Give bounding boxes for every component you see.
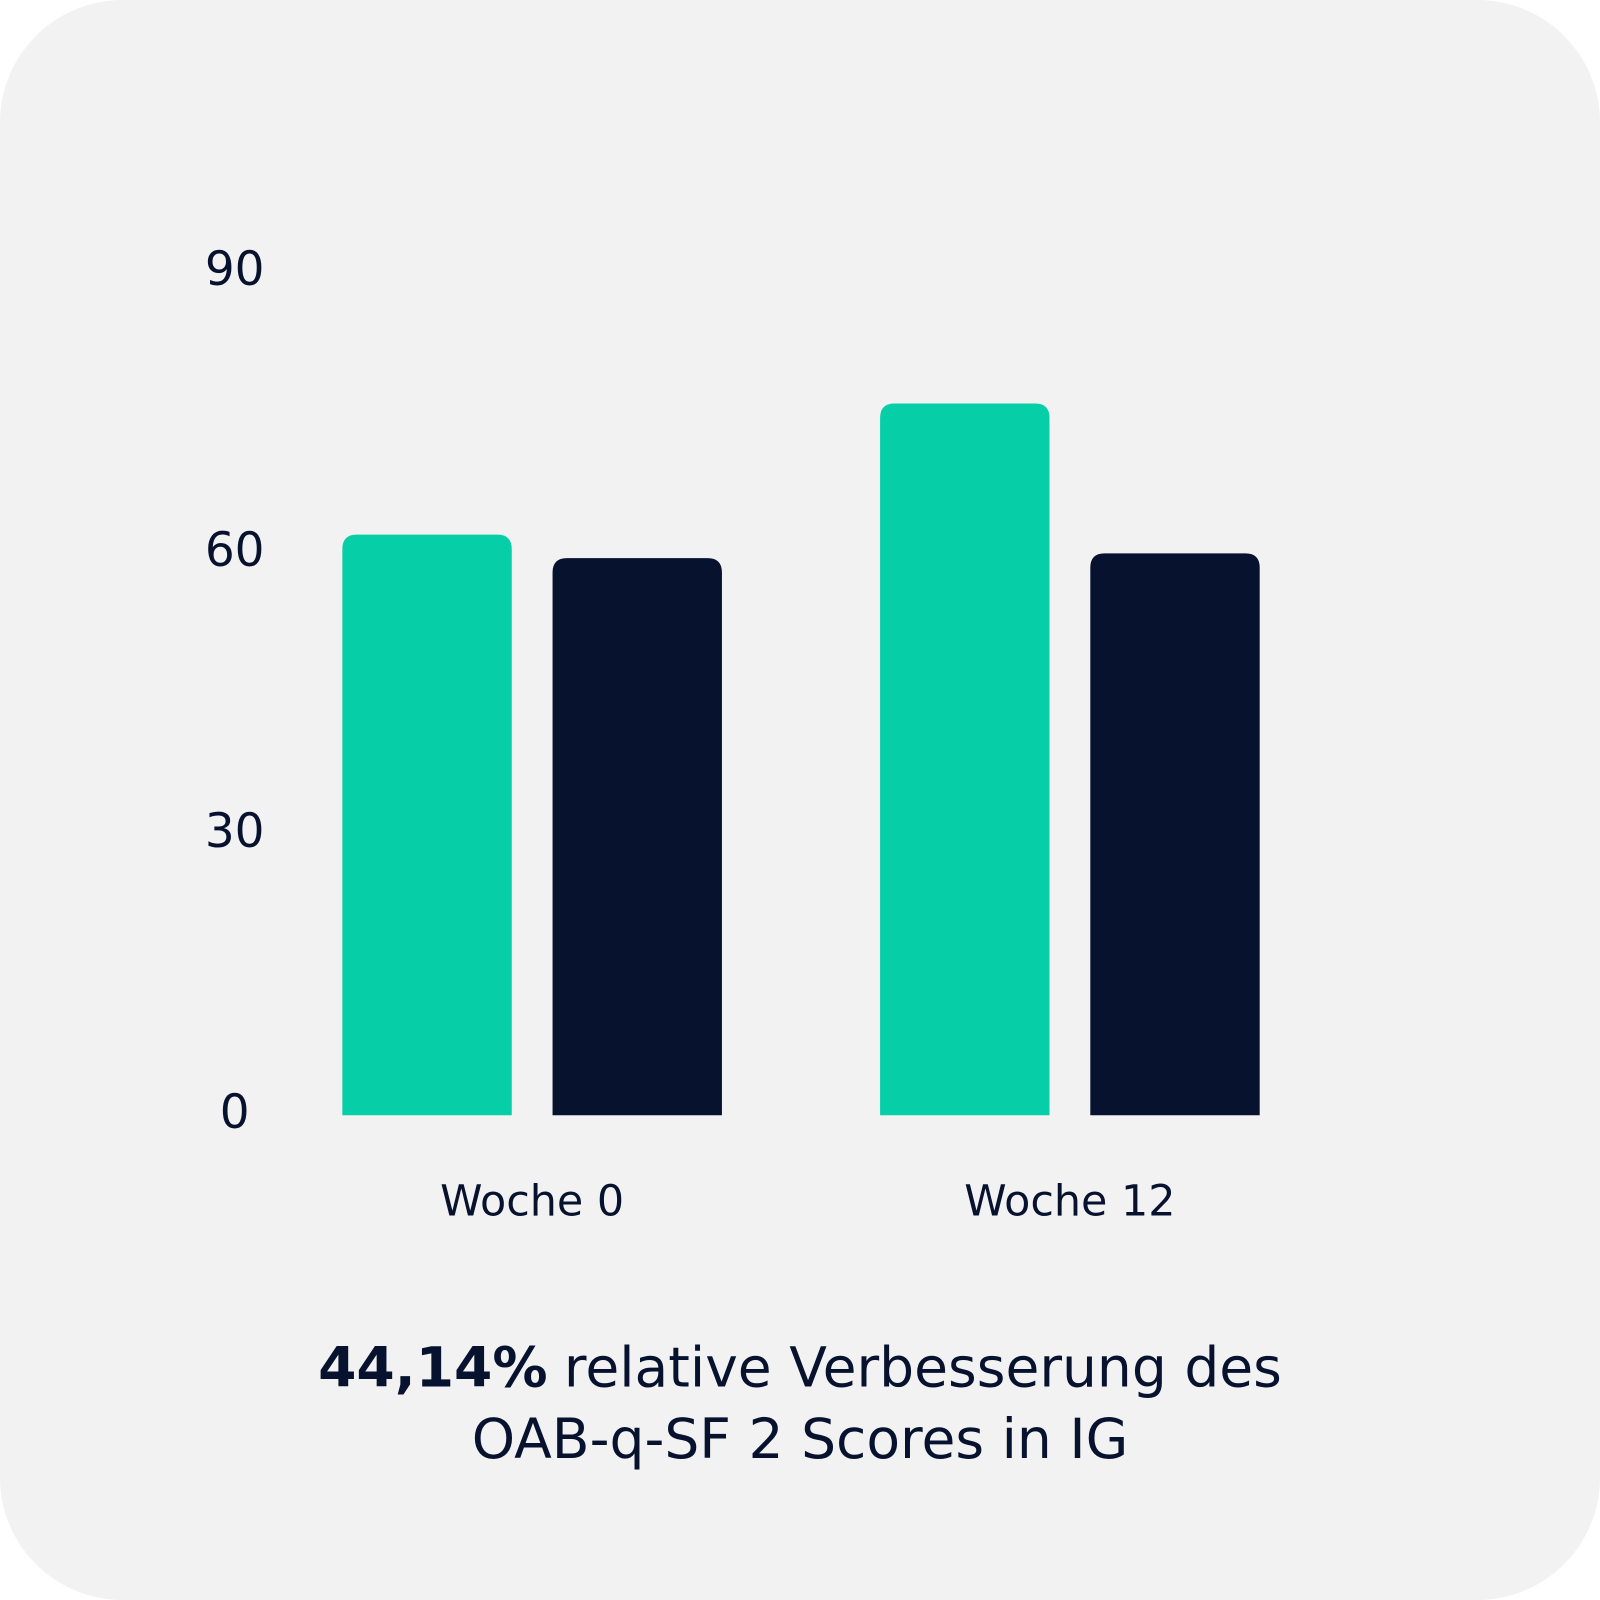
- y-tick-label: 60: [205, 523, 265, 578]
- caption-highlight: 44,14%: [318, 1336, 547, 1400]
- y-tick-label: 90: [205, 242, 265, 297]
- bar: [342, 534, 512, 1116]
- bar: [552, 558, 722, 1116]
- caption-text: relative Verbesserung des: [564, 1336, 1282, 1400]
- y-tick-label: 0: [220, 1085, 250, 1140]
- x-tick-label: Woche 0: [440, 1177, 624, 1227]
- y-tick-label: 30: [205, 804, 265, 859]
- caption-line-1: 44,14% relative Verbesserung des: [318, 1336, 1282, 1400]
- bar: [880, 403, 1050, 1116]
- bar: [1090, 553, 1260, 1116]
- x-tick-label: Woche 12: [964, 1177, 1175, 1227]
- caption-line-2: OAB-q-SF 2 Scores in IG: [472, 1407, 1129, 1471]
